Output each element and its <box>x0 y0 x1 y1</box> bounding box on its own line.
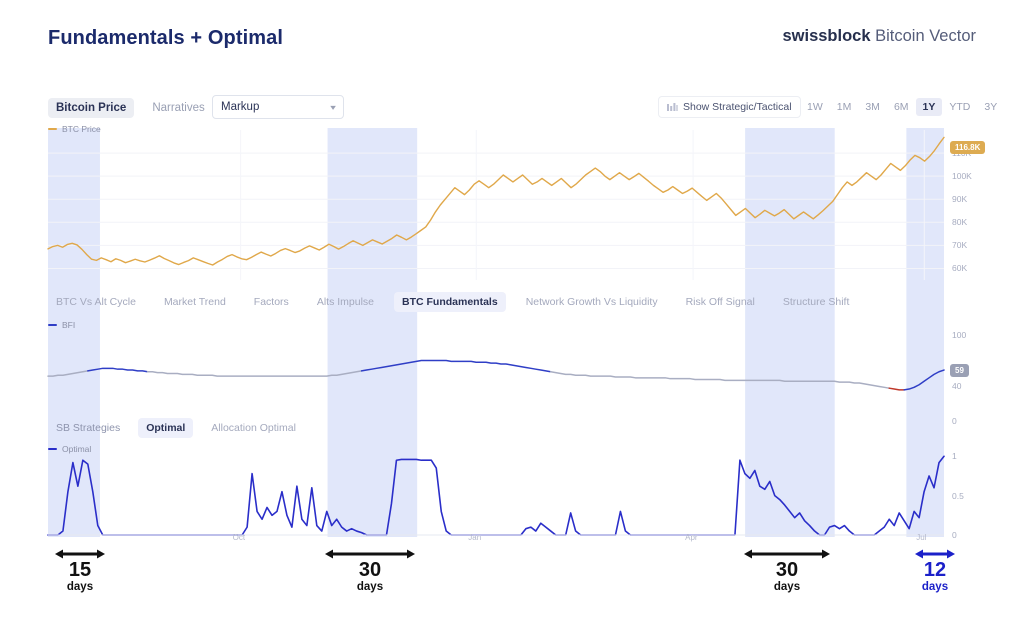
chevron-down-icon: ▾ <box>330 102 336 112</box>
duration-unit: days <box>66 581 94 593</box>
legend-swatch-price <box>48 128 57 130</box>
duration-annotation: 12 days <box>875 548 995 595</box>
narrative-tabs: BTC Vs Alt Cycle Market Trend Factors Alts … <box>48 292 857 312</box>
highlight-band <box>327 128 418 537</box>
optimal-y-tick: 0 <box>952 530 957 540</box>
range-3y[interactable]: 3Y <box>984 101 998 113</box>
x-axis-tick: Apr <box>685 533 698 542</box>
x-axis-tick: Oct <box>232 533 246 542</box>
price-y-tick: 100K <box>952 171 972 182</box>
sliders-icon <box>667 102 678 111</box>
page-title: Fundamentals + Optimal <box>48 27 284 49</box>
time-range-buttons: 1W 1M 3M 6M 1Y YTD 3Y <box>800 98 1004 116</box>
legend-swatch-bfi <box>48 324 57 326</box>
bfi-y-tick: 100 <box>952 329 967 340</box>
show-strategic-tactical-button[interactable]: Show Strategic/Tactical <box>658 96 801 118</box>
bfi-line-segment <box>47 370 89 377</box>
duration-unit: days <box>356 581 384 593</box>
price-current-value-badge: 116.8K <box>950 141 986 154</box>
double-arrow-icon <box>915 549 955 559</box>
legend-swatch-optimal <box>48 448 57 450</box>
price-y-tick: 90K <box>952 194 968 205</box>
duration-annotation: 15 days <box>20 548 140 595</box>
brand-logo: swissblock Bitcoin Vector <box>782 27 976 46</box>
tab-btc-vs-alt-cycle[interactable]: BTC Vs Alt Cycle <box>56 296 136 308</box>
tab-narratives[interactable]: Narratives <box>152 101 205 114</box>
price-line <box>47 136 945 266</box>
price-y-tick: 80K <box>952 217 968 228</box>
bfi-line-segment <box>903 369 945 391</box>
tab-risk-off-signal[interactable]: Risk Off Signal <box>685 296 755 308</box>
duration-annotation: 30 days <box>310 548 430 595</box>
show-strategic-tactical-label: Show Strategic/Tactical <box>683 101 792 113</box>
highlight-band <box>906 128 944 537</box>
optimal-y-tick: 1 <box>952 451 957 462</box>
price-y-tick: 70K <box>952 240 968 251</box>
bfi-line-segment <box>360 359 552 373</box>
markup-select[interactable]: Markup ▾ <box>212 95 344 119</box>
x-axis-tick: Jul <box>916 533 927 542</box>
duration-number: 15 <box>68 559 92 581</box>
double-arrow-icon <box>744 549 830 559</box>
range-1w[interactable]: 1W <box>807 101 823 113</box>
duration-number: 12 <box>923 559 947 581</box>
legend-label-bfi: BFI <box>62 320 76 330</box>
duration-unit: days <box>773 581 801 593</box>
duration-number: 30 <box>358 559 382 581</box>
tab-structure-shift[interactable]: Structure Shift <box>782 296 850 308</box>
duration-number: 30 <box>775 559 799 581</box>
double-arrow-icon <box>55 549 105 559</box>
highlight-band <box>745 128 835 537</box>
bfi-y-tick: 0 <box>952 416 957 426</box>
tab-factors[interactable]: Factors <box>253 296 289 308</box>
tab-optimal[interactable]: Optimal <box>138 418 194 438</box>
price-y-tick: 60K <box>952 263 968 274</box>
tab-sb-strategies[interactable]: SB Strategies <box>56 422 121 434</box>
bfi-line-segment <box>146 370 363 377</box>
tab-btc-fundamentals[interactable]: BTC Fundamentals <box>394 292 506 312</box>
bfi-line-segment <box>888 387 905 391</box>
duration-unit: days <box>921 581 949 593</box>
legend-bfi: BFI <box>48 320 75 330</box>
tab-market-trend[interactable]: Market Trend <box>163 296 226 308</box>
range-1y[interactable]: 1Y <box>915 98 943 116</box>
legend-btc-price: BTC Price <box>48 124 101 134</box>
chart-type-tabs: Bitcoin Price Narratives <box>48 97 213 118</box>
legend-label-price: BTC Price <box>62 124 101 134</box>
tab-network-growth-vs-liquidity[interactable]: Network Growth Vs Liquidity <box>525 296 658 308</box>
tab-alts-impulse[interactable]: Alts Impulse <box>316 296 374 308</box>
duration-annotation: 30 days <box>727 548 847 595</box>
range-ytd[interactable]: YTD <box>949 101 971 113</box>
legend-label-optimal: Optimal <box>62 444 92 454</box>
legend-optimal: Optimal <box>48 444 91 454</box>
x-axis-tick: Jan <box>468 533 482 542</box>
bfi-line-segment <box>87 367 149 373</box>
bfi-current-value-badge: 59 <box>950 364 969 377</box>
range-3m[interactable]: 3M <box>865 101 880 113</box>
bfi-line-segment <box>550 371 890 389</box>
brand-name: swissblock <box>782 27 871 45</box>
double-arrow-icon <box>325 549 415 559</box>
tab-allocation-optimal[interactable]: Allocation Optimal <box>211 422 296 434</box>
markup-select-value: Markup <box>221 101 260 113</box>
range-6m[interactable]: 6M <box>893 101 909 113</box>
tab-bitcoin-price[interactable]: Bitcoin Price <box>48 97 135 118</box>
range-1m[interactable]: 1M <box>836 101 852 113</box>
brand-product: Bitcoin Vector <box>870 27 976 45</box>
strategy-tabs: SB Strategies Optimal Allocation Optimal <box>48 418 304 438</box>
optimal-y-tick: 0.5 <box>952 490 964 501</box>
bfi-y-tick: 40 <box>952 381 962 392</box>
highlight-band <box>48 128 100 537</box>
